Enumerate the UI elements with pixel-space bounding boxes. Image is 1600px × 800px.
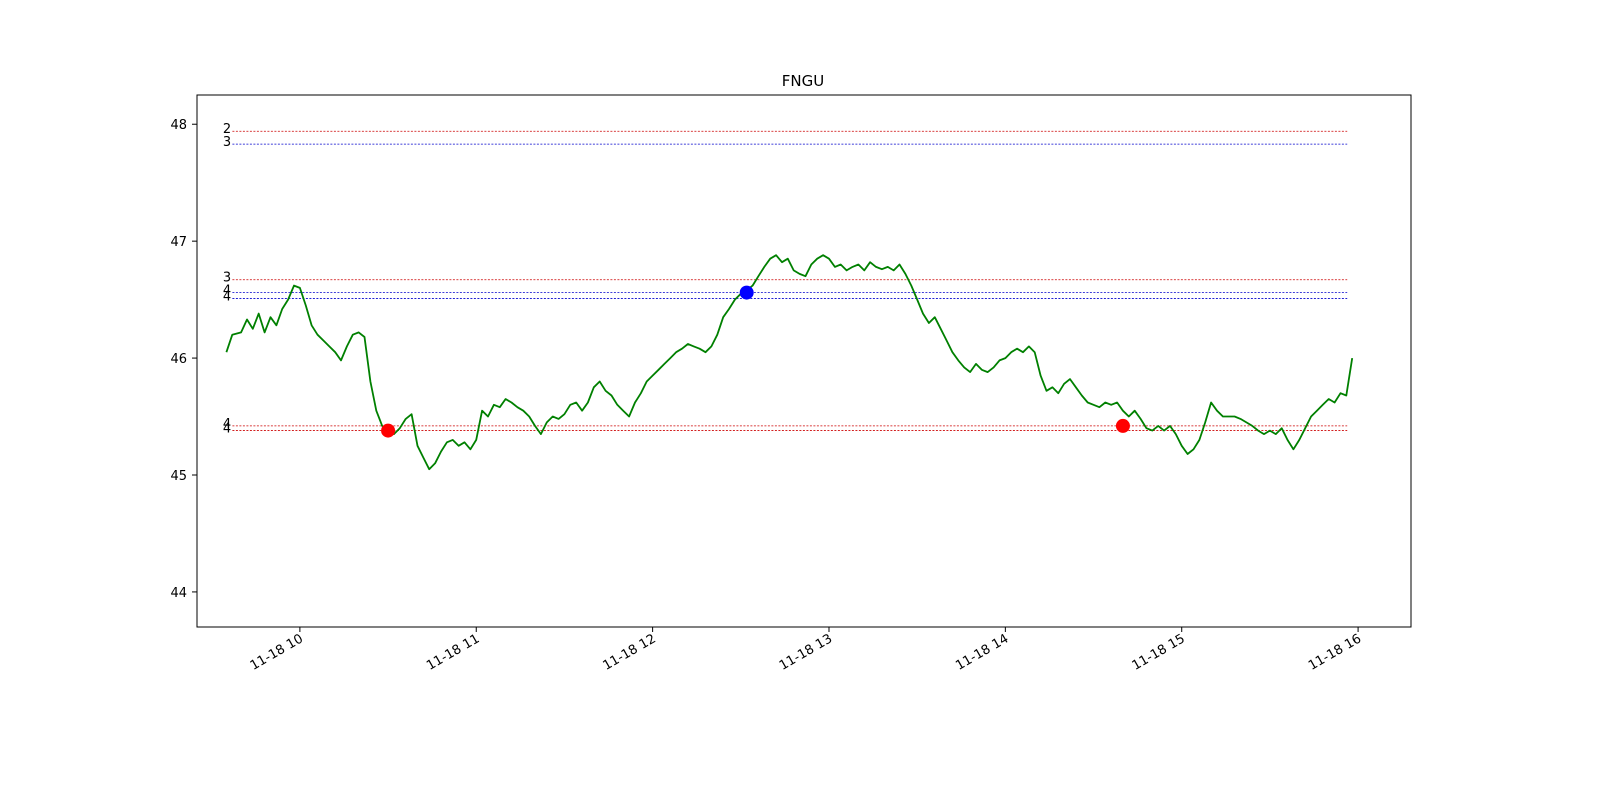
- level-label: 3: [223, 135, 231, 150]
- series-layer: [225, 254, 1354, 471]
- signal-marker: [739, 285, 754, 300]
- level-label: 2: [223, 122, 231, 137]
- chart-title: FNGU: [782, 72, 824, 90]
- level-label: 4: [223, 289, 231, 304]
- y-tick-label: 44: [170, 586, 187, 601]
- x-tick-label: 11-18 13: [777, 631, 835, 673]
- plot-frame: [196, 94, 1412, 628]
- level-label: 4: [223, 422, 231, 437]
- marker-layer: [381, 285, 1130, 438]
- series-line: [225, 254, 1354, 471]
- level-label: 3: [223, 271, 231, 286]
- y-tick-label: 48: [170, 118, 187, 133]
- x-tick-label: 11-18 11: [424, 631, 482, 673]
- x-tick-label: 11-18 15: [1130, 631, 1188, 673]
- level-label: 4: [223, 284, 231, 299]
- y-tick-label: 46: [170, 352, 187, 367]
- signal-marker: [381, 423, 396, 438]
- x-tick-label: 11-18 10: [248, 631, 306, 673]
- signal-marker: [1115, 418, 1130, 433]
- level-label: 4: [223, 417, 231, 432]
- y-tick-label: 45: [170, 469, 187, 484]
- x-tick-label: 11-18 12: [600, 631, 658, 673]
- x-tick-label: 11-18 14: [953, 631, 1011, 673]
- y-tick-label: 47: [170, 235, 187, 250]
- y-axis: 44 45 46 47 48: [170, 118, 197, 601]
- x-axis: 11-18 10 11-18 11 11-18 12 11-18 13 11-18 14…: [248, 627, 1364, 674]
- x-tick-label: 11-18 16: [1306, 631, 1364, 673]
